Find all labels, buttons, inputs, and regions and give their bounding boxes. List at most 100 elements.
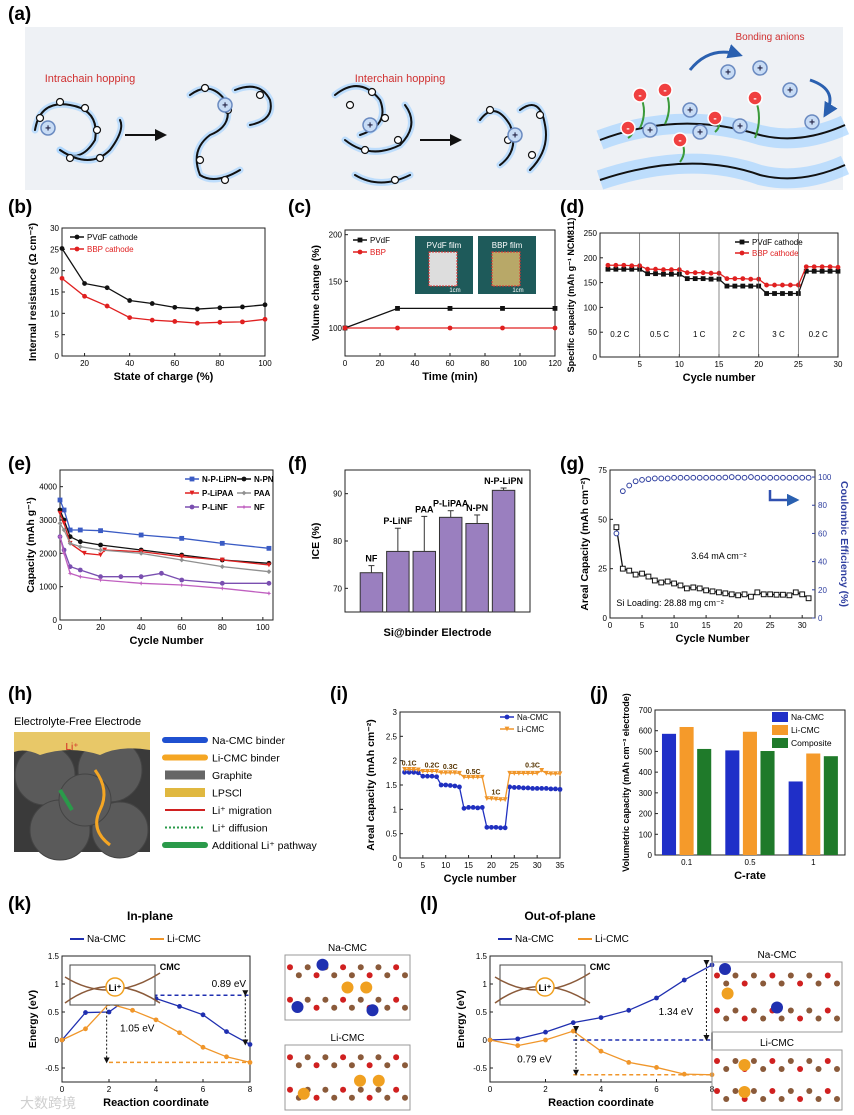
data-point [443,782,449,788]
x-tick-label: 1 [811,858,816,867]
rate-label: 3 C [772,330,785,339]
structure-frame [711,1049,843,1111]
atom [824,1058,831,1064]
data-point [515,1036,521,1042]
cation-sign: + [737,122,743,133]
y-axis-label: Energy (eV) [27,990,39,1048]
data-point [539,786,545,791]
panel-label-l: (l) [420,894,438,915]
data-point [690,474,697,481]
data-point [767,591,774,598]
x-tick-label: 5 [637,360,642,369]
data-point [61,507,67,513]
polymer-chain [34,103,97,157]
x-tick-label: 5 [421,861,426,870]
panel-label-g: (g) [560,454,584,475]
curved-arrow-icon [809,78,838,118]
data-point [613,524,620,531]
y-tick-label: 1 [55,980,60,989]
data-point [447,306,453,311]
metal-ion [354,1074,366,1087]
y2-axis-label: Coulombic Efficiency (%) [838,481,850,607]
atom [348,1004,355,1011]
panel-label-b: (b) [8,197,32,218]
data-point [77,574,83,580]
atom [760,1096,767,1102]
data-point [406,769,412,775]
bar-label: NF [365,554,377,564]
data-point [461,774,467,780]
atom [331,1094,338,1101]
data-point [219,580,225,586]
atom [375,1054,382,1061]
data-point [722,474,729,481]
data-point [748,283,754,289]
y2-tick-label: 20 [818,586,827,595]
plot-frame [609,469,816,619]
data-point [502,797,508,802]
rate-label: 1 C [693,330,706,339]
data-point [645,573,652,580]
metal-ion [721,987,734,1000]
data-point [570,1028,576,1034]
atom [787,972,794,979]
panel-label-i: (i) [330,684,348,705]
data-point [724,276,730,282]
cation-icon [752,60,768,76]
legend-label: PVdF cathode [752,238,803,247]
y-tick-label: 0 [55,352,60,361]
y-tick-label: 3000 [39,516,57,525]
y-tick-label: 25 [50,245,59,254]
y-tick-label: 50 [598,515,607,524]
atom [797,1096,804,1102]
site-node [345,100,355,110]
atom [366,972,373,979]
data-point [57,497,63,503]
data-point [153,1017,159,1023]
atom [732,1058,739,1064]
chart-e: 0 1000 2000 3000 4000 0 20 40 60 80 100 Cycle Numbe… [25,469,274,647]
data-point [104,303,110,309]
legend-label: P-LiPAA [202,489,234,498]
site-node [485,105,495,115]
structure-frame [711,961,843,1033]
data-point [224,1029,229,1034]
atom [322,996,329,1003]
data-point [530,786,535,791]
data-point [266,590,272,596]
bar [438,516,463,613]
atom [322,1086,329,1093]
data-point [415,767,421,773]
y-tick-label: 20 [50,267,59,276]
x-tick-label: 20 [754,360,763,369]
x-tick-label: 6 [654,1085,659,1094]
data-point [629,266,635,272]
data-point [683,474,690,481]
atom [797,980,804,987]
x-tick-label: 80 [218,623,227,632]
atom [357,964,364,971]
legend-marker [74,246,80,252]
data-point [77,544,83,550]
data-point [516,770,522,776]
data-point [760,591,767,598]
x-tick-label: 5 [640,621,645,630]
cation-icon [642,122,658,138]
data-point [735,592,742,599]
data-point [502,825,508,831]
legend-label: Na-CMC binder [212,735,285,747]
y2-tick-label: 40 [818,558,827,567]
x-tick-label: 15 [464,861,473,870]
data-point [741,591,748,598]
panel-label-k: (k) [8,894,31,915]
atom [714,1058,720,1064]
cation-icon [692,124,708,140]
y-axis-label: Capacity (mAh g⁻¹) [25,497,37,592]
legend-label: N-P-LiPN [202,475,237,484]
data-point [543,1037,548,1043]
x-tick-label: 40 [411,359,420,368]
data-point [671,580,677,587]
atom [287,964,293,971]
legend-label: Li-CMC binder [212,753,280,765]
site-node [95,153,105,163]
